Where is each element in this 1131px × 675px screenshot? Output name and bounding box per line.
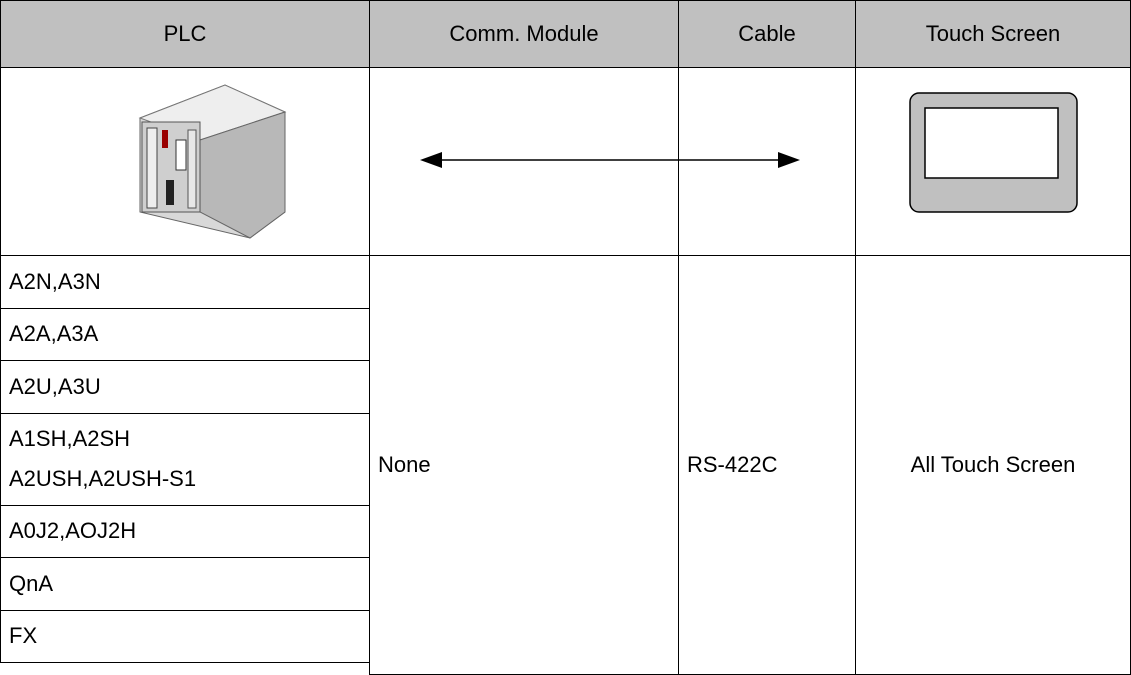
plc-model: A1SH,A2SH <box>9 426 131 451</box>
plc-lines: A1SH,A2SH A2USH,A2USH-S1 <box>9 426 196 492</box>
plc-lines: A2A,A3A <box>9 321 98 347</box>
plc-model: A2A,A3A <box>9 321 99 347</box>
plc-model: A2U,A3U <box>9 373 101 399</box>
illustrations <box>138 84 1078 239</box>
plc-icon <box>138 84 287 239</box>
plc-model: A2N,A3N <box>9 268 101 294</box>
connection-arrow <box>420 152 800 168</box>
header-text: PLC <box>163 21 207 46</box>
cell-text: None <box>378 452 431 477</box>
plc-model: A0J2,AOJ2H <box>9 518 137 544</box>
plc-model: QnA <box>9 570 54 596</box>
plc-lines: A2U,A3U <box>9 374 101 400</box>
plc-lines: QnA <box>9 571 53 597</box>
header-text: Touch Screen <box>925 21 1061 46</box>
header-cell: Cable <box>678 0 856 68</box>
cell-text: RS-422C <box>687 452 778 477</box>
header-text: Comm. Module <box>449 21 599 46</box>
touch-screen-icon <box>909 92 1078 213</box>
header-cell: PLC <box>0 0 370 68</box>
plc-lines: A2N,A3N <box>9 269 101 295</box>
header-cell: Touch Screen <box>855 0 1131 68</box>
header-text: Cable <box>738 21 796 46</box>
plc-cell: A1SH,A2SH A2USH,A2USH-S1 <box>0 412 370 506</box>
cell-text: All Touch Screen <box>910 452 1076 477</box>
plc-model: A2USH,A2USH-S1 <box>9 466 197 491</box>
plc-lines: A0J2,AOJ2H <box>9 518 136 544</box>
